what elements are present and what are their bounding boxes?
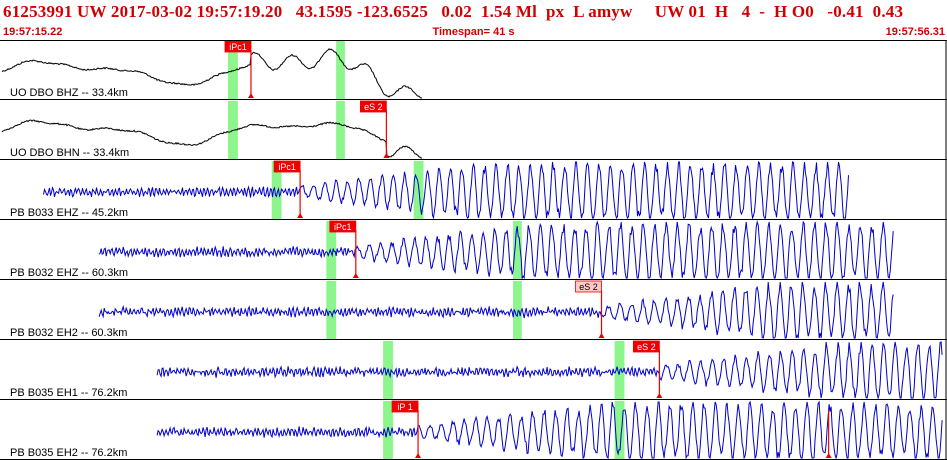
pick-marker — [297, 213, 304, 218]
amplitude-window — [326, 221, 337, 279]
pick-marker — [415, 453, 422, 458]
phase-pick-label[interactable]: iP 1 — [391, 400, 419, 413]
channel-label: UO DBO BHN -- 33.4km — [10, 147, 129, 159]
waveform-trace — [98, 220, 894, 280]
amplitude-window — [614, 401, 625, 459]
waveform-trace — [1, 119, 422, 159]
channel-label: UO DBO BHZ -- 33.4km — [10, 87, 128, 99]
trace-row[interactable]: iPc1 PB B032 EHZ -- 60.3km — [0, 220, 947, 280]
channel-label: PB B032 EHZ -- 60.3km — [10, 267, 128, 279]
pick-marker — [825, 453, 832, 458]
pick-marker — [656, 393, 663, 398]
pick-label-text: eS 2 — [364, 102, 383, 112]
phase-pick-label[interactable]: iPc1 — [224, 40, 252, 53]
event-header: 61253991 UW 2017-03-02 19:57:19.20 43.15… — [0, 0, 947, 40]
channel-label: PB B035 EH2 -- 76.2km — [10, 447, 127, 459]
pick-label-text: iPc1 — [334, 222, 352, 232]
pick-label-text: iP 1 — [397, 402, 412, 412]
pick-label-text: iPc1 — [278, 162, 296, 172]
channel-label: PB B033 EHZ -- 45.2km — [10, 207, 128, 219]
pick-label-text: iPc1 — [229, 42, 247, 52]
pick-marker — [598, 333, 605, 338]
amplitude-window — [383, 401, 393, 459]
phase-pick-label[interactable]: eS 2 — [632, 340, 660, 353]
trace-row[interactable]: iPc1 UO DBO BHZ -- 33.4km — [0, 40, 947, 100]
phase-pick-label[interactable]: eS 2 — [359, 100, 387, 113]
window-end-time: 19:57:56.31 — [885, 26, 945, 38]
amplitude-window — [271, 161, 282, 219]
amplitude-window — [326, 281, 337, 339]
event-summary-line: 61253991 UW 2017-03-02 19:57:19.20 43.15… — [3, 2, 904, 21]
trace-row[interactable]: eS 2 PB B035 EH1 -- 76.2km — [0, 340, 947, 400]
timespan-label: Timespan= 41 s — [432, 26, 515, 38]
amplitude-window — [336, 41, 345, 99]
phase-pick-label[interactable]: eS 2 — [575, 280, 602, 293]
trace-row[interactable]: eS 2 PB B032 EH2 -- 60.3km — [0, 280, 947, 340]
amplitude-window — [513, 221, 522, 279]
waveform-trace — [43, 160, 849, 220]
trace-row[interactable]: iPc1 PB B033 EHZ -- 45.2km — [0, 160, 947, 220]
amplitude-window — [336, 101, 345, 159]
waveform-trace — [156, 341, 943, 400]
amplitude-window — [228, 41, 238, 99]
channel-label: PB B032 EH2 -- 60.3km — [10, 327, 127, 339]
seismogram-panel[interactable]: iPc1 UO DBO BHZ -- 33.4km eS 2 UO DBO BHN -… — [0, 40, 947, 460]
pick-label-text: eS 2 — [637, 342, 656, 352]
phase-pick-label[interactable]: iPc1 — [273, 160, 301, 173]
window-start-time: 19:57:15.22 — [3, 26, 63, 38]
pick-marker — [352, 273, 359, 278]
amplitude-window — [513, 281, 522, 339]
pick-marker — [247, 93, 254, 98]
channel-label: PB B035 EH1 -- 76.2km — [10, 387, 127, 399]
waveform-trace — [98, 281, 894, 339]
phase-pick-label[interactable]: iPc1 — [329, 220, 357, 233]
waveform-trace — [1, 48, 422, 99]
waveform-trace — [156, 400, 943, 460]
trace-row[interactable]: eS 2 UO DBO BHN -- 33.4km — [0, 100, 947, 160]
pick-marker — [383, 153, 390, 158]
trace-row[interactable]: iP 1 PB B035 EH2 -- 76.2km — [0, 400, 947, 460]
pick-label-text: eS 2 — [579, 282, 598, 292]
